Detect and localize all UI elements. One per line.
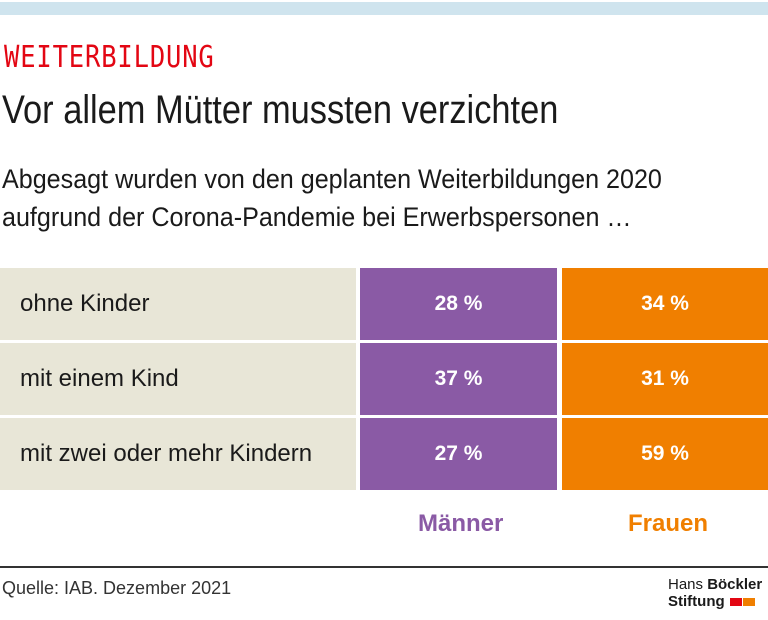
logo-text: Böckler [707, 576, 763, 593]
table-row: mit zwei oder mehr Kindern 27 % 59 % [0, 418, 768, 490]
page-title: Vor allem Mütter mussten verzichten [2, 88, 559, 132]
row-label: mit einem Kind [0, 343, 356, 415]
value-maenner: 37 % [360, 343, 557, 415]
logo-red-square [729, 598, 742, 606]
logo-orange-square [742, 598, 755, 606]
subtitle-line: Abgesagt wurden von den geplanten Weiter… [2, 164, 662, 194]
row-label: ohne Kinder [0, 268, 356, 340]
top-bar [0, 2, 768, 15]
logo-text: Stiftung [668, 593, 725, 610]
hans-boeckler-logo: Hans Böckler Stiftung [668, 576, 762, 610]
value-maenner: 27 % [360, 418, 557, 490]
subtitle-line: aufgrund der Corona-Pandemie bei Erwerbs… [2, 202, 632, 232]
value-frauen: 31 % [562, 343, 768, 415]
legend-frauen: Frauen [628, 510, 709, 537]
logo-text: Hans [668, 576, 708, 593]
subtitle: Abgesagt wurden von den geplanten Weiter… [2, 160, 662, 236]
value-frauen: 34 % [562, 268, 768, 340]
table-row: mit einem Kind 37 % 31 % [0, 343, 768, 415]
legend-maenner: Männer [418, 510, 504, 537]
source: Quelle: IAB. Dezember 2021 [2, 578, 232, 598]
kicker: WEITERBILDUNG [4, 40, 215, 75]
value-maenner: 28 % [360, 268, 557, 340]
row-label: mit zwei oder mehr Kindern [0, 418, 356, 490]
table-row: ohne Kinder 28 % 34 % [0, 268, 768, 340]
value-frauen: 59 % [562, 418, 768, 490]
divider [0, 566, 768, 568]
